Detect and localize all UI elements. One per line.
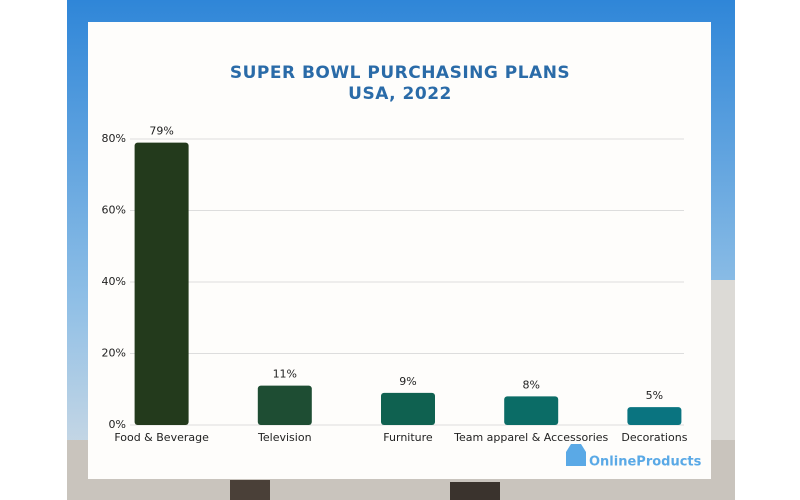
data-label: 11% (273, 368, 297, 381)
bar (627, 407, 682, 425)
x-tick-label: Decorations (621, 431, 687, 444)
x-tick-label: Furniture (383, 431, 433, 444)
data-label: 9% (399, 375, 416, 388)
bar (257, 385, 312, 425)
window (230, 480, 270, 500)
data-label: 79% (149, 125, 173, 138)
window (450, 482, 500, 500)
brand-logo (566, 444, 586, 466)
x-tick-label: Team apparel & Accessories (453, 431, 608, 444)
data-label: 8% (522, 378, 539, 391)
y-tick-label: 60% (102, 204, 126, 217)
brand: OnlineProducts (589, 455, 702, 470)
bar (381, 392, 435, 425)
bar (504, 396, 559, 425)
x-tick-label: Television (257, 431, 312, 444)
data-label: 5% (646, 389, 663, 402)
chart-subtitle: USA, 2022 (348, 84, 452, 104)
y-tick-label: 80% (102, 132, 126, 145)
bar (134, 142, 189, 425)
x-tick-label: Food & Beverage (114, 431, 209, 444)
y-tick-label: 0% (109, 418, 126, 431)
building (711, 280, 735, 440)
y-tick-label: 20% (102, 347, 126, 360)
y-tick-label: 40% (102, 275, 126, 288)
chart-title: SUPER BOWL PURCHASING PLANS (230, 63, 570, 83)
